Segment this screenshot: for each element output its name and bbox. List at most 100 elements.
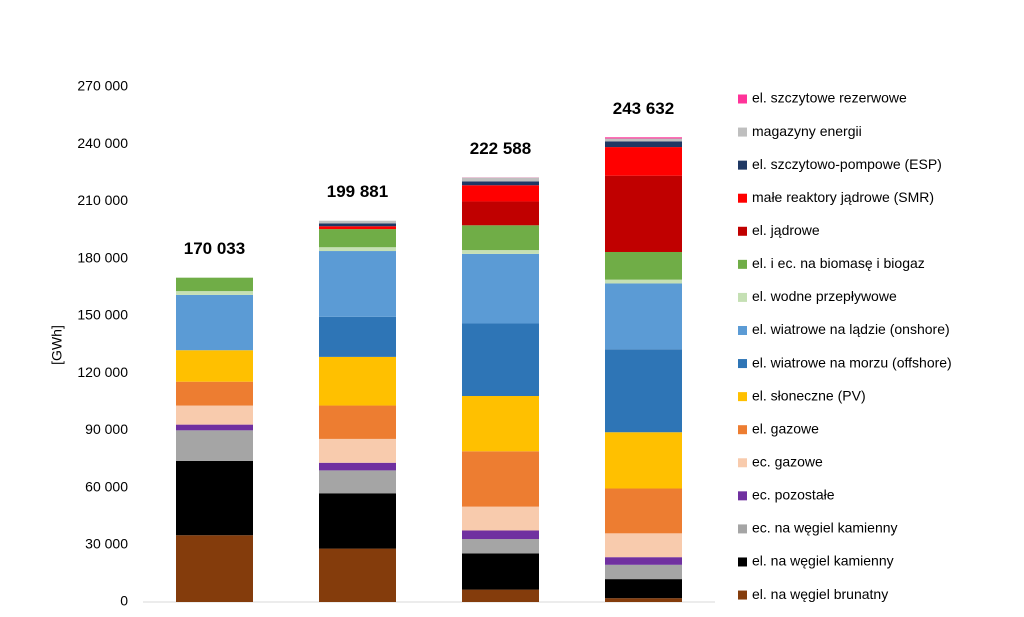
legend-swatch bbox=[738, 259, 747, 269]
bar-segment bbox=[462, 589, 539, 602]
legend-label: małe reaktory jądrowe (SMR) bbox=[752, 189, 934, 205]
legend-label: el. wiatrowe na lądzie (onshore) bbox=[752, 321, 950, 337]
legend-label: el. szczytowo-pompowe (ESP) bbox=[752, 156, 942, 172]
legend-swatch bbox=[738, 590, 747, 600]
y-tick-label: 90 000 bbox=[85, 421, 128, 437]
bar-segment bbox=[319, 462, 396, 471]
total-label: 222 588 bbox=[470, 139, 531, 158]
bar-segment bbox=[605, 279, 682, 284]
legend-swatch bbox=[738, 392, 747, 402]
legend-label: magazyny energii bbox=[752, 123, 862, 139]
bar-segment bbox=[462, 530, 539, 540]
bar-segment bbox=[462, 177, 539, 182]
bar-segment bbox=[605, 598, 682, 602]
legend-swatch bbox=[738, 491, 747, 501]
bar-segment bbox=[605, 283, 682, 350]
legend-swatch bbox=[738, 193, 747, 203]
bar-segment bbox=[605, 349, 682, 433]
bar-segment bbox=[319, 438, 396, 463]
bar-segment bbox=[319, 470, 396, 494]
y-tick-label: 60 000 bbox=[85, 478, 128, 494]
bar-segment bbox=[462, 253, 539, 324]
total-label: 199 881 bbox=[327, 182, 388, 201]
bar-segment bbox=[462, 323, 539, 396]
total-label: 170 033 bbox=[184, 239, 245, 258]
bar-segment bbox=[605, 533, 682, 558]
y-tick-label: 150 000 bbox=[77, 307, 128, 323]
y-tick-label: 210 000 bbox=[77, 192, 128, 208]
bar-segment bbox=[462, 506, 539, 531]
bar-segment bbox=[605, 579, 682, 599]
y-tick-label: 240 000 bbox=[77, 135, 128, 151]
bar-segment bbox=[462, 396, 539, 452]
bar-segment bbox=[462, 225, 539, 251]
legend-label: el. i ec. na biomasę i biogaz bbox=[752, 255, 925, 271]
legend-label: el. wiatrowe na morzu (offshore) bbox=[752, 354, 952, 370]
bar-segment bbox=[319, 223, 396, 227]
total-label: 243 632 bbox=[613, 99, 674, 118]
legend-swatch bbox=[738, 160, 747, 170]
legend-swatch bbox=[738, 292, 747, 302]
bar-segment bbox=[605, 432, 682, 489]
legend-swatch bbox=[738, 524, 747, 534]
legend-swatch bbox=[738, 94, 747, 104]
bar-segment bbox=[319, 251, 396, 317]
legend-swatch bbox=[738, 425, 747, 435]
bar-segment bbox=[605, 488, 682, 534]
legend-swatch bbox=[738, 325, 747, 335]
legend-swatch bbox=[738, 557, 747, 567]
bar-segment bbox=[319, 548, 396, 602]
bar-segment bbox=[462, 201, 539, 226]
bar-segment bbox=[605, 137, 682, 139]
y-tick-label: 120 000 bbox=[77, 364, 128, 380]
bar-segment bbox=[605, 251, 682, 280]
legend-label: el. jądrowe bbox=[752, 222, 820, 238]
bar-segment bbox=[319, 226, 396, 230]
bar-segment bbox=[605, 564, 682, 580]
bar-segment bbox=[462, 250, 539, 254]
y-tick-label: 30 000 bbox=[85, 535, 128, 551]
bar-segment bbox=[319, 247, 396, 252]
bar-segment bbox=[605, 138, 682, 142]
bar-segment bbox=[462, 185, 539, 202]
bar-segment bbox=[605, 147, 682, 176]
bar-segment bbox=[176, 277, 253, 292]
bar-segment bbox=[176, 294, 253, 351]
bar-segment bbox=[462, 539, 539, 554]
y-axis-label: [GWh] bbox=[49, 325, 65, 365]
bar-segment bbox=[176, 291, 253, 295]
y-tick-label: 270 000 bbox=[77, 78, 128, 94]
bar-segment bbox=[319, 316, 396, 357]
bar-segment bbox=[319, 405, 396, 439]
legend-label: ec. na węgiel kamienny bbox=[752, 520, 898, 536]
legend-label: el. gazowe bbox=[752, 420, 819, 436]
y-tick-label: 180 000 bbox=[77, 249, 128, 265]
bar-segment bbox=[176, 535, 253, 602]
bar-segment bbox=[462, 553, 539, 590]
bar-segment bbox=[605, 175, 682, 252]
bar-segment bbox=[605, 557, 682, 565]
bar-segment bbox=[319, 220, 396, 224]
legend-label: el. na węgiel kamienny bbox=[752, 553, 894, 569]
bar-segment bbox=[176, 460, 253, 536]
bar-segment bbox=[462, 181, 539, 186]
bar-segment bbox=[319, 229, 396, 248]
bar-segment bbox=[176, 350, 253, 382]
bar-segment bbox=[605, 141, 682, 148]
bar-segment bbox=[319, 493, 396, 549]
legend-label: el. słoneczne (PV) bbox=[752, 387, 866, 403]
bar-segment bbox=[176, 430, 253, 461]
legend-swatch bbox=[738, 226, 747, 236]
y-tick-label: 0 bbox=[120, 593, 128, 609]
bar-segment bbox=[462, 451, 539, 507]
legend-label: el. szczytowe rezerwowe bbox=[752, 90, 907, 106]
legend-label: ec. gazowe bbox=[752, 453, 823, 469]
legend-swatch bbox=[738, 359, 747, 369]
bar-segment bbox=[319, 356, 396, 406]
legend-swatch bbox=[738, 458, 747, 468]
legend-label: ec. pozostałe bbox=[752, 487, 835, 503]
legend-label: el. na węgiel brunatny bbox=[752, 586, 888, 602]
bar-segment bbox=[176, 424, 253, 431]
legend-swatch bbox=[738, 127, 747, 137]
